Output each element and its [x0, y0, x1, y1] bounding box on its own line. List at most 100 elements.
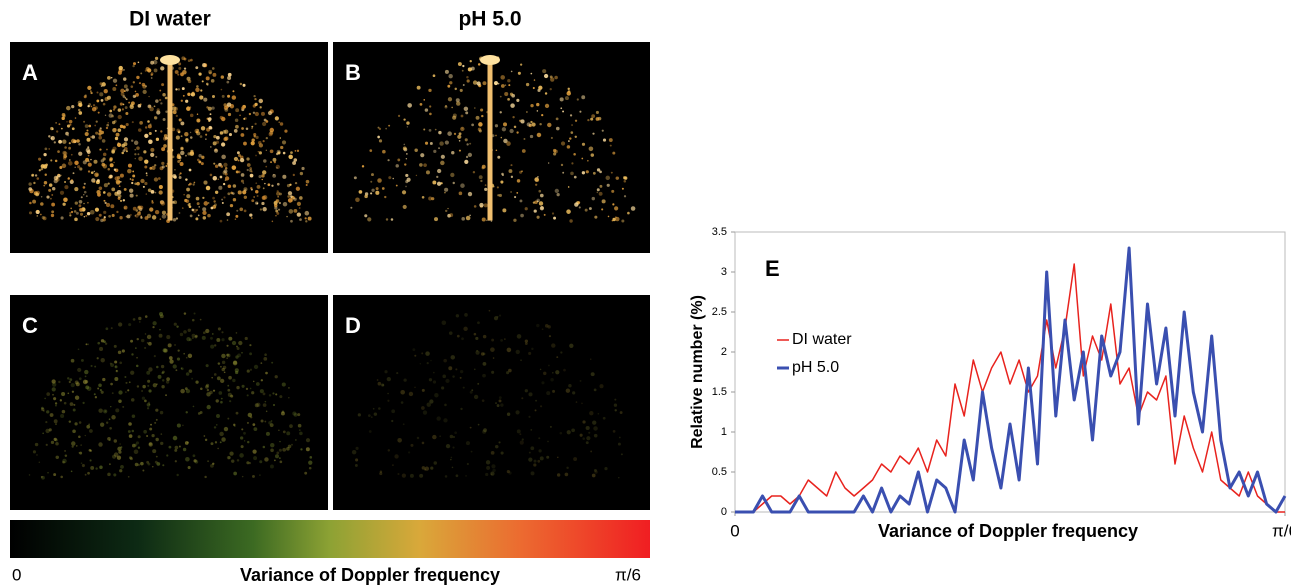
speckle — [255, 154, 257, 157]
speckle — [83, 120, 86, 123]
speckle — [109, 174, 113, 179]
speckle — [491, 464, 496, 469]
speckle — [33, 181, 36, 185]
speckle — [160, 102, 163, 105]
speckle — [500, 451, 504, 455]
speckle — [121, 349, 125, 353]
speckle — [497, 82, 500, 85]
speckle — [581, 157, 584, 160]
speckle — [258, 175, 262, 179]
speckle — [618, 476, 620, 479]
speckle — [587, 159, 589, 162]
speckle — [28, 182, 32, 186]
speckle — [617, 442, 621, 446]
speckle — [144, 126, 148, 129]
speckle — [108, 418, 111, 421]
speckle — [451, 106, 453, 109]
speckle — [589, 411, 594, 416]
speckle — [543, 73, 549, 79]
speckle — [438, 130, 442, 135]
speckle — [67, 377, 70, 380]
speckle — [592, 420, 597, 425]
speckle — [533, 459, 537, 463]
speckle — [77, 165, 81, 169]
speckle — [87, 160, 90, 163]
speckle — [110, 405, 112, 408]
speckle — [136, 356, 138, 359]
speckle — [476, 349, 478, 352]
panel-label: B — [345, 60, 361, 85]
speckle — [174, 70, 179, 74]
speckle — [259, 389, 264, 394]
speckle — [110, 76, 113, 79]
speckle — [275, 393, 278, 396]
speckle — [226, 212, 231, 217]
speckle — [64, 181, 67, 183]
speckle — [246, 157, 250, 161]
speckle — [161, 165, 165, 169]
speckle — [113, 128, 117, 132]
speckle — [119, 199, 123, 203]
speckle — [111, 120, 116, 125]
speckle — [395, 164, 399, 168]
speckle — [45, 428, 50, 434]
speckle — [547, 122, 552, 128]
speckle — [144, 159, 149, 164]
speckle — [227, 456, 231, 460]
speckle — [138, 128, 142, 132]
speckle — [156, 365, 159, 369]
speckle — [129, 104, 134, 110]
speckle — [229, 203, 234, 208]
speckle — [125, 150, 128, 153]
speckle — [44, 397, 46, 400]
speckle — [482, 362, 487, 366]
speckle — [268, 132, 273, 137]
speckle — [538, 437, 541, 440]
speckle — [223, 196, 226, 199]
speckle — [192, 454, 196, 458]
speckle — [146, 402, 151, 407]
speckle — [433, 461, 438, 465]
speckle — [204, 475, 207, 479]
speckle — [504, 338, 506, 340]
speckle — [215, 399, 219, 403]
speckle — [150, 147, 155, 152]
speckle — [106, 123, 110, 127]
speckle — [585, 441, 589, 445]
speckle — [533, 209, 537, 213]
speckle — [213, 148, 219, 153]
speckle — [204, 438, 208, 442]
speckle — [134, 462, 139, 467]
speckle — [253, 135, 256, 138]
speckle — [289, 183, 292, 186]
speckle — [226, 357, 228, 359]
speckle — [220, 75, 225, 79]
speckle — [223, 162, 228, 168]
speckle — [134, 153, 137, 156]
speckle — [176, 325, 179, 328]
speckle — [388, 176, 392, 180]
speckle — [510, 70, 513, 73]
speckle — [43, 181, 48, 185]
speckle — [265, 149, 268, 151]
speckle — [224, 136, 229, 141]
speckle — [473, 394, 479, 400]
speckle — [142, 89, 147, 95]
speckle — [67, 134, 69, 137]
speckle — [108, 439, 111, 442]
column-label: pH 5.0 — [458, 8, 521, 31]
speckle — [100, 85, 103, 88]
speckle — [482, 373, 486, 378]
speckle — [574, 135, 577, 139]
speckle — [180, 367, 184, 371]
speckle — [45, 421, 48, 424]
speckle — [53, 141, 56, 144]
speckle — [32, 450, 36, 454]
speckle — [210, 336, 213, 340]
speckle — [132, 64, 135, 68]
speckle — [60, 127, 63, 130]
speckle — [113, 473, 117, 477]
speckle — [162, 370, 165, 374]
speckle — [122, 125, 126, 129]
speckle — [196, 202, 200, 206]
